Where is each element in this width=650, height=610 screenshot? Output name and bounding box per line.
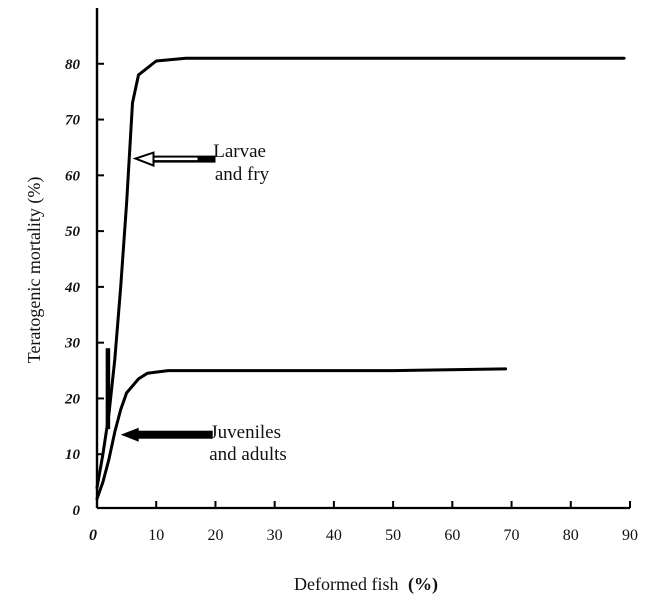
x-tick-label: 0 [89,527,97,544]
annotation-larvae: Larvae and fry [213,141,270,185]
arrow-larvae-head [132,151,155,168]
y-tick-labels: 0 10 20 30 40 50 60 70 80 [64,57,104,519]
x-axis-title-text: Deformed fish [294,574,398,594]
x-axis-title: Deformed fish (%) [294,574,438,595]
series-line-1 [95,56,626,490]
x-tick-label: 30 [267,527,283,544]
axes [95,8,630,510]
x-tick-label: 90 [622,527,638,544]
x-tick-label: 70 [504,527,520,544]
arrow-juveniles-shaft [136,430,213,439]
y-tick-label: 10 [65,447,81,463]
annotation-larvae-line-2: and fry [215,164,270,185]
y-tick-label: 50 [65,224,81,240]
x-tick-label: 40 [326,527,342,544]
annotation-larvae-line-1: Larvae [213,141,266,162]
vertical-marker [105,348,111,430]
x-tick-label: 10 [148,527,164,544]
annotation-juveniles-line-2: and adults [209,444,287,465]
x-tick-labels: 0 10 20 30 40 50 60 70 80 90 [89,501,638,544]
arrow-juveniles-head [120,427,139,442]
annotation-marks [105,151,216,442]
y-tick-label: 70 [65,113,81,129]
arrow-juveniles [120,427,213,442]
x-tick-label: 50 [385,527,401,544]
x-tick-label: 60 [444,527,460,544]
annotation-juveniles: Juveniles and adults [209,422,287,465]
y-tick-label: 20 [64,391,81,407]
x-axis-title-unit: (%) [408,574,438,595]
x-tick-label: 20 [207,527,223,544]
y-tick-label: 30 [64,336,81,352]
y-tick-label: 80 [65,57,81,73]
y-tick-label: 60 [65,168,81,184]
x-tick-label: 80 [563,527,579,544]
y-tick-label: 40 [64,280,81,296]
y-tick-label: 0 [73,503,81,519]
arrow-larvae [132,151,216,168]
annotation-juveniles-line-1: Juveniles [210,422,281,443]
arrow-larvae-highlight [153,157,198,161]
series-line-2 [95,367,508,501]
y-axis-title: Teratogenic mortality (%) [24,177,45,364]
